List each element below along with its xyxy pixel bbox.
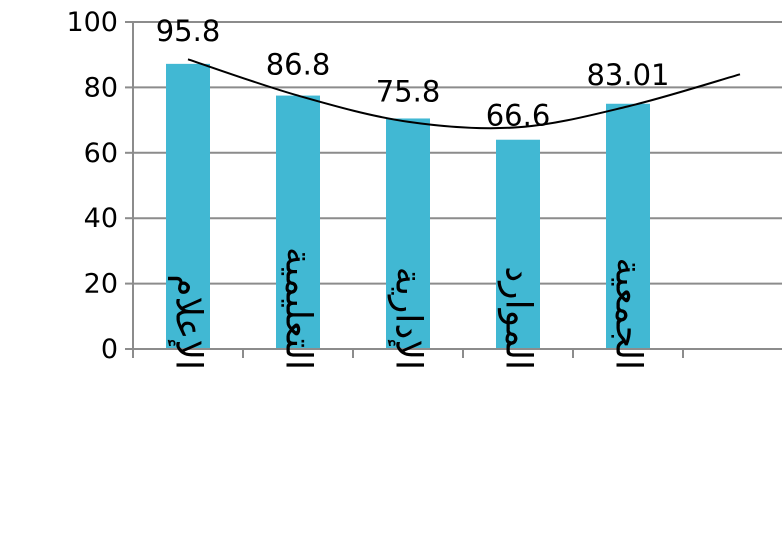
x-category-label: الجمعية (608, 257, 649, 370)
data-label: 75.8 (376, 74, 441, 108)
data-label: 95.8 (156, 14, 221, 48)
y-tick-label: 100 (66, 7, 118, 38)
bar (166, 63, 210, 350)
bar (496, 139, 540, 349)
data-label: 86.8 (266, 48, 331, 82)
x-category-label: الإعلام (168, 274, 209, 370)
y-tick-label: 20 (84, 269, 118, 300)
bar (276, 95, 320, 349)
y-tick-label: 80 (84, 72, 118, 103)
y-tick-label: 60 (84, 138, 118, 169)
trend-line (187, 58, 741, 130)
bar (386, 118, 430, 349)
x-category-label: الإدارية (388, 267, 429, 370)
y-tick-label: 40 (84, 203, 118, 234)
x-category-label: التعليمية (278, 247, 319, 370)
data-label: 83.01 (586, 58, 669, 92)
x-category-label: الموارد (498, 266, 539, 370)
data-label: 66.6 (486, 99, 551, 133)
bar (606, 103, 650, 349)
y-tick-label: 0 (101, 334, 118, 365)
